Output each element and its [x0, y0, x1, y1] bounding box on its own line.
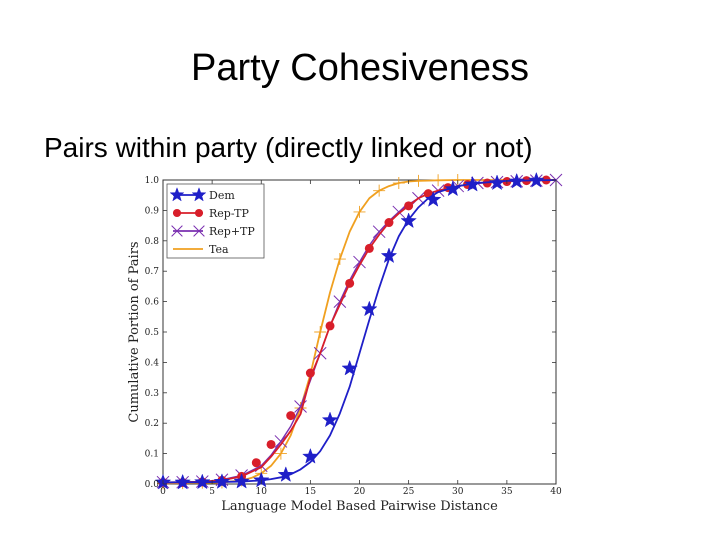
data-point	[314, 326, 327, 338]
data-point	[508, 172, 526, 189]
data-point	[302, 447, 319, 464]
x-tick-label: 15	[305, 487, 317, 497]
legend-entry: Tea	[173, 243, 229, 256]
data-point	[286, 411, 296, 421]
legend: Dem Rep-TP Rep+TP Tea	[166, 183, 265, 259]
data-point	[380, 247, 398, 264]
data-point	[392, 177, 405, 190]
data-point	[305, 368, 315, 378]
slide-title: Party Cohesiveness	[191, 47, 529, 89]
x-tick-label: 5	[209, 487, 215, 497]
data-point	[325, 321, 335, 331]
tick-layer: 0 5 10 15 20 25 30 35 40 0.0 0.1 0.2 0.3 0.4 0.5 0.6 0.7…	[145, 176, 562, 497]
data-point	[424, 191, 442, 207]
legend-label: Rep-TP	[209, 207, 249, 220]
data-point	[353, 205, 366, 218]
series-line	[162, 179, 556, 485]
series-layer	[154, 171, 563, 490]
legend-marker	[191, 187, 207, 202]
y-tick-label: 1.0	[145, 176, 160, 186]
data-point	[392, 205, 406, 219]
data-point	[252, 471, 270, 488]
data-point	[333, 253, 346, 266]
data-point	[193, 473, 211, 490]
data-point	[373, 184, 386, 197]
y-axis-label: Cumulative Portion of Pairs	[127, 241, 142, 422]
x-tick-label: 20	[354, 487, 366, 497]
data-point	[412, 174, 425, 187]
x-axis-label: Language Model Based Pairwise Distance	[221, 499, 498, 514]
legend-marker	[194, 208, 204, 218]
x-tick-label: 25	[403, 487, 415, 497]
legend-label: Tea	[209, 243, 229, 256]
legend-marker	[169, 187, 185, 202]
data-point	[233, 472, 250, 489]
legend-box	[166, 183, 265, 259]
legend-entry: Dem	[169, 187, 235, 202]
data-point	[277, 466, 295, 482]
data-point	[404, 201, 414, 211]
x-tick-label: 0	[160, 487, 166, 497]
legend-marker	[171, 225, 183, 237]
data-point	[364, 243, 374, 253]
legend-label: Dem	[209, 189, 235, 202]
data-point	[488, 174, 506, 191]
y-tick-label: 0.0	[145, 480, 160, 490]
y-tick-label: 0.6	[145, 298, 160, 308]
data-point	[444, 180, 462, 197]
data-point	[251, 458, 261, 468]
series-dem	[154, 171, 557, 490]
y-tick-label: 0.2	[145, 419, 159, 429]
data-point	[341, 359, 358, 376]
data-point	[321, 411, 339, 428]
x-tick-label: 35	[501, 487, 513, 497]
y-tick-label: 0.8	[145, 237, 160, 247]
legend-entry: Rep-TP	[172, 207, 249, 220]
x-tick-label: 30	[452, 487, 464, 497]
data-point	[372, 225, 386, 239]
slide-subtitle: Pairs within party (directly linked or n…	[44, 132, 533, 163]
legend-entry: Rep+TP	[171, 225, 255, 238]
data-point	[528, 171, 545, 188]
y-tick-label: 0.1	[145, 450, 159, 460]
data-point	[432, 174, 445, 187]
legend-label: Rep+TP	[209, 225, 255, 238]
legend-marker	[193, 225, 205, 237]
data-point	[266, 439, 276, 449]
y-tick-label: 0.7	[145, 267, 160, 277]
data-point	[400, 212, 417, 229]
x-tick-label: 10	[256, 487, 268, 497]
data-point	[361, 300, 378, 317]
y-tick-label: 0.5	[145, 328, 160, 338]
data-point	[464, 175, 481, 192]
data-point	[274, 447, 287, 460]
legend-marker	[172, 208, 182, 218]
y-tick-label: 0.4	[145, 358, 160, 368]
y-tick-label: 0.9	[145, 206, 160, 216]
data-point	[384, 218, 394, 228]
series-line	[162, 179, 557, 484]
x-tick-label: 40	[550, 487, 562, 497]
y-tick-label: 0.3	[145, 389, 160, 399]
data-point	[174, 473, 191, 490]
data-point	[345, 278, 355, 288]
data-point	[213, 473, 231, 489]
